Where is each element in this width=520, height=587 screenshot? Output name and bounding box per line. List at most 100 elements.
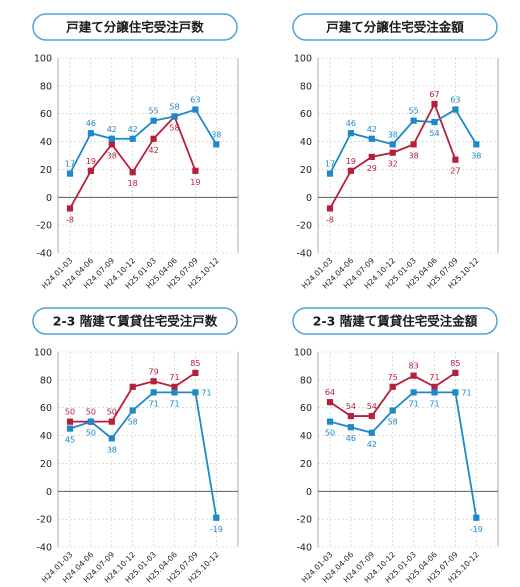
- y-tick-label: -20: [36, 221, 52, 232]
- chart-2: 戸建て分譲住宅受注金額-40-20020406080100H24.01-03H2…: [292, 13, 499, 291]
- data-point: [368, 412, 375, 420]
- y-tick-label: 60: [40, 109, 52, 120]
- chart-title-text: 2-3 階建て賃貸住宅受注金額: [313, 314, 478, 329]
- data-point: [87, 167, 94, 174]
- data-label: 85: [450, 359, 460, 368]
- data-point: [108, 135, 115, 142]
- data-point: [431, 118, 438, 126]
- chart-title: 戸建て分譲住宅受注金額: [292, 13, 498, 41]
- data-label: 58: [128, 418, 138, 427]
- data-point: [87, 130, 94, 137]
- data-point: [452, 106, 459, 113]
- y-tick-label: 40: [40, 137, 52, 148]
- series-line: [69, 391, 218, 518]
- data-point: [347, 130, 354, 137]
- data-point: [389, 149, 396, 156]
- data-point: [66, 205, 74, 212]
- data-point: [66, 170, 74, 177]
- y-tick-label: 20: [300, 165, 312, 176]
- data-point: [108, 435, 115, 442]
- data-label: 42: [107, 125, 117, 134]
- data-label: 38: [107, 445, 117, 454]
- data-point: [326, 399, 334, 406]
- chart-panel-4: 2-3 階建て賃貸住宅受注金額 -40 -20 0 20 40 60 80 100 H24.01-…: [260, 294, 520, 587]
- data-point: [452, 369, 459, 376]
- y-tick-label: 40: [300, 431, 312, 442]
- data-point: [213, 141, 220, 148]
- data-point: [410, 141, 417, 148]
- data-point: [192, 369, 199, 376]
- data-label: 83: [409, 362, 419, 371]
- y-tick-label: 60: [300, 109, 312, 120]
- chart-4: 2-3 階建て賃貸住宅受注金額-40-20020406080100H24.01-…: [292, 307, 499, 585]
- data-point: [410, 117, 417, 124]
- y-tick-label: 60: [40, 403, 52, 414]
- data-label: 32: [388, 160, 398, 169]
- data-label: -19: [470, 525, 483, 534]
- data-label: 50: [107, 408, 117, 417]
- data-label: 55: [149, 107, 159, 116]
- data-point: [452, 389, 459, 396]
- data-point: [347, 424, 354, 431]
- data-label: 71: [169, 373, 179, 382]
- data-label: 54: [346, 402, 356, 411]
- data-point: [129, 135, 136, 142]
- data-point: [213, 514, 220, 521]
- data-point: [410, 389, 417, 396]
- y-tick-label: 80: [300, 375, 312, 386]
- data-label: 18: [128, 179, 138, 188]
- data-label: 55: [409, 107, 419, 116]
- data-label: 71: [461, 388, 471, 397]
- data-point: [150, 135, 157, 142]
- series-line: [329, 391, 478, 518]
- data-point: [150, 389, 157, 396]
- data-point: [150, 117, 157, 124]
- data-point: [389, 141, 396, 148]
- data-label: 58: [388, 418, 398, 427]
- data-point: [326, 205, 334, 212]
- chart-3: 2-3 階建て賃貸住宅受注戸数-40-20020406080100H24.01-…: [32, 307, 239, 585]
- data-point: [389, 407, 396, 414]
- data-label: 75: [388, 373, 398, 382]
- data-point: [129, 407, 136, 414]
- data-point: [368, 135, 375, 142]
- data-point: [431, 100, 438, 108]
- data-label: 54: [429, 129, 439, 138]
- data-label: 45: [65, 436, 75, 445]
- data-point: [192, 167, 199, 174]
- y-tick-label: 0: [306, 487, 312, 498]
- data-point: [192, 106, 199, 113]
- chart-title: 2-3 階建て賃貸住宅受注金額: [292, 307, 498, 335]
- data-label: 19: [190, 178, 200, 187]
- data-point: [473, 141, 480, 148]
- data-point: [431, 389, 438, 396]
- data-label: 50: [325, 429, 335, 438]
- data-point: [347, 412, 354, 420]
- data-label: 38: [471, 151, 481, 160]
- data-label: 71: [429, 399, 439, 408]
- data-point: [129, 169, 136, 176]
- y-tick-label: -20: [296, 515, 312, 526]
- data-point: [410, 372, 417, 379]
- y-tick-label: -40: [36, 543, 52, 554]
- y-tick-label: 80: [300, 81, 312, 92]
- y-tick-label: 100: [294, 54, 312, 65]
- data-label: 50: [65, 408, 75, 417]
- y-tick-label: 40: [40, 431, 52, 442]
- y-tick-label: -20: [296, 221, 312, 232]
- y-tick-label: 100: [294, 348, 312, 359]
- data-label: 71: [429, 373, 439, 382]
- data-label: 71: [409, 399, 419, 408]
- data-point: [192, 389, 199, 396]
- y-tick-label: 0: [306, 193, 312, 204]
- chart-title: 2-3 階建て賃貸住宅受注戸数: [32, 307, 238, 335]
- data-label: 42: [149, 146, 159, 155]
- data-label: 29: [367, 164, 377, 173]
- chart-title: 戸建て分譲住宅受注戸数: [32, 13, 238, 41]
- data-label: -19: [210, 525, 223, 534]
- y-tick-label: 40: [300, 137, 312, 148]
- data-point: [129, 383, 136, 390]
- data-point: [171, 113, 178, 120]
- data-label: 42: [128, 125, 138, 134]
- y-tick-label: -20: [36, 515, 52, 526]
